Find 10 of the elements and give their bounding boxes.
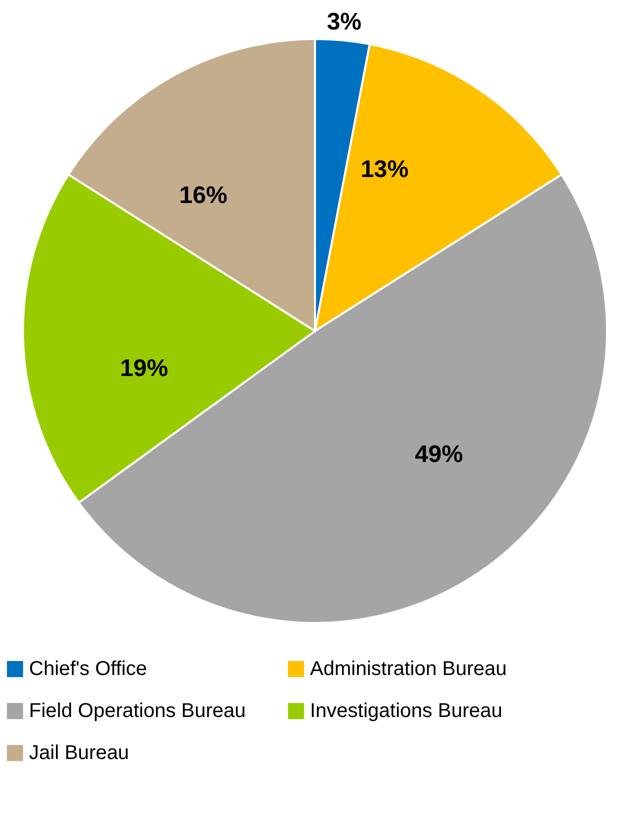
data-label: 13% [360, 156, 409, 184]
data-label: 49% [414, 440, 463, 468]
legend-label: Administration Bureau [310, 658, 507, 680]
legend-label: Investigations Bureau [310, 700, 502, 722]
legend-label: Chief's Office [29, 658, 147, 680]
data-label: 19% [120, 355, 168, 382]
legend-label: Jail Bureau [29, 742, 130, 764]
legend-label: Field Operations Bureau [29, 700, 246, 722]
data-label: 3% [326, 8, 362, 36]
data-label: 16% [179, 182, 228, 210]
